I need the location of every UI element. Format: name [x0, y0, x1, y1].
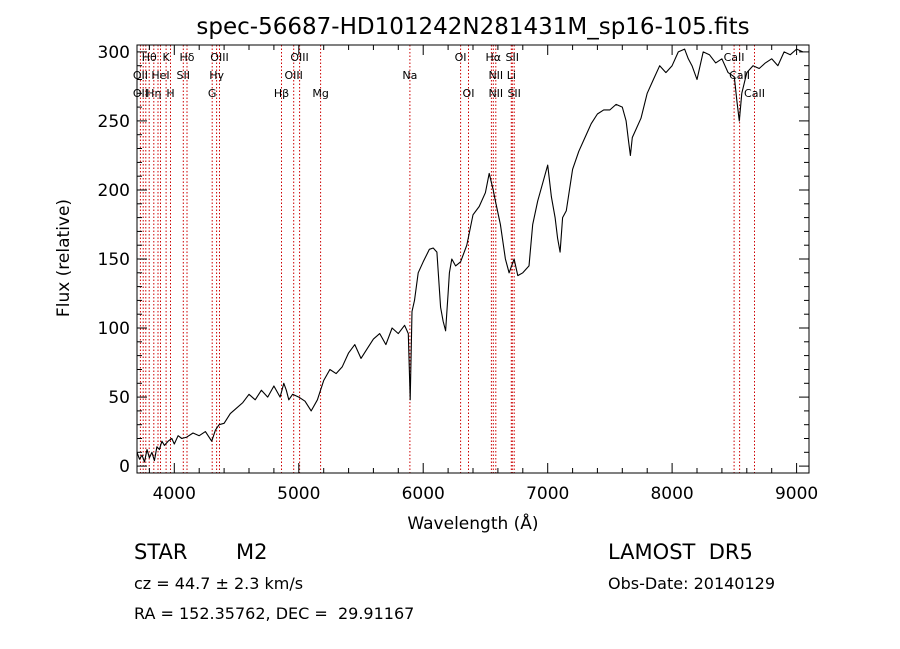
marker-label-1-2: SII	[177, 69, 190, 82]
marker-label-1-4: OIII	[285, 69, 303, 82]
marker-label-2-5: Mg	[312, 87, 328, 100]
x-axis-label: Wavelength (Å)	[407, 512, 538, 534]
marker-label-0-5: OI	[455, 51, 467, 64]
object-class: STAR	[134, 540, 188, 564]
marker-label-1-5: Na	[402, 69, 417, 82]
marker-label-2-4: Hβ	[274, 87, 289, 100]
x-tick-label-5000: 5000	[277, 484, 320, 504]
x-tick-label-9000: 9000	[775, 484, 818, 504]
plot-area: Hθ K Hδ OIII OIII OI Hα SII CaII OII HeI SII Hγ OIII N…	[98, 43, 819, 504]
marker-label-0-3: OIII	[210, 51, 228, 64]
marker-label-1-6: NII	[488, 69, 503, 82]
marker-label-1-1: HeI	[151, 69, 169, 82]
x-tick-label-6000: 6000	[402, 484, 445, 504]
marker-label-2-2: H	[166, 87, 174, 100]
marker-label-0-6: Hα	[486, 51, 502, 64]
marker-label-2-1: Hη	[146, 87, 161, 100]
marker-label-0-4: OIII	[290, 51, 308, 64]
marker-label-2-9: CaII	[744, 87, 765, 100]
marker-label-0-0: Hθ	[142, 51, 157, 64]
x-tick-label-4000: 4000	[153, 484, 196, 504]
y-tick-label-0: 0	[119, 457, 130, 477]
ra-dec-coordinates: RA = 152.35762, DEC = 29.91167	[134, 604, 415, 623]
survey-name: LAMOST DR5	[608, 540, 753, 564]
marker-label-0-1: K	[162, 51, 170, 64]
y-tick-label-100: 100	[98, 319, 130, 339]
y-tick-label-50: 50	[108, 388, 130, 408]
y-tick-label-150: 150	[98, 250, 130, 270]
marker-label-2-6: OI	[463, 87, 475, 100]
marker-label-0-7: SII	[506, 51, 519, 64]
marker-label-1-7: Li	[507, 69, 516, 82]
y-tick-label-300: 300	[98, 43, 130, 63]
marker-label-0-8: CaII	[724, 51, 745, 64]
x-tick-label-8000: 8000	[650, 484, 693, 504]
y-tick-label-250: 250	[98, 112, 130, 132]
spectrum-line	[136, 48, 804, 463]
object-subclass: M2	[236, 540, 268, 564]
chart-title: spec-56687-HD101242N281431M_sp16-105.fit…	[196, 14, 749, 40]
marker-label-0-2: Hδ	[179, 51, 194, 64]
marker-label-1-0: OII	[133, 69, 148, 82]
x-tick-label-7000: 7000	[526, 484, 569, 504]
marker-label-2-7: NII	[488, 87, 503, 100]
marker-label-2-8: SII	[507, 87, 520, 100]
y-axis-label: Flux (relative)	[54, 199, 74, 317]
plot-frame	[136, 44, 810, 474]
y-tick-label-200: 200	[98, 181, 130, 201]
marker-label-1-3: Hγ	[209, 69, 224, 82]
marker-label-2-3: G	[208, 87, 217, 100]
observation-date: Obs-Date: 20140129	[608, 574, 776, 593]
redshift-cz: cz = 44.7 ± 2.3 km/s	[134, 574, 304, 593]
